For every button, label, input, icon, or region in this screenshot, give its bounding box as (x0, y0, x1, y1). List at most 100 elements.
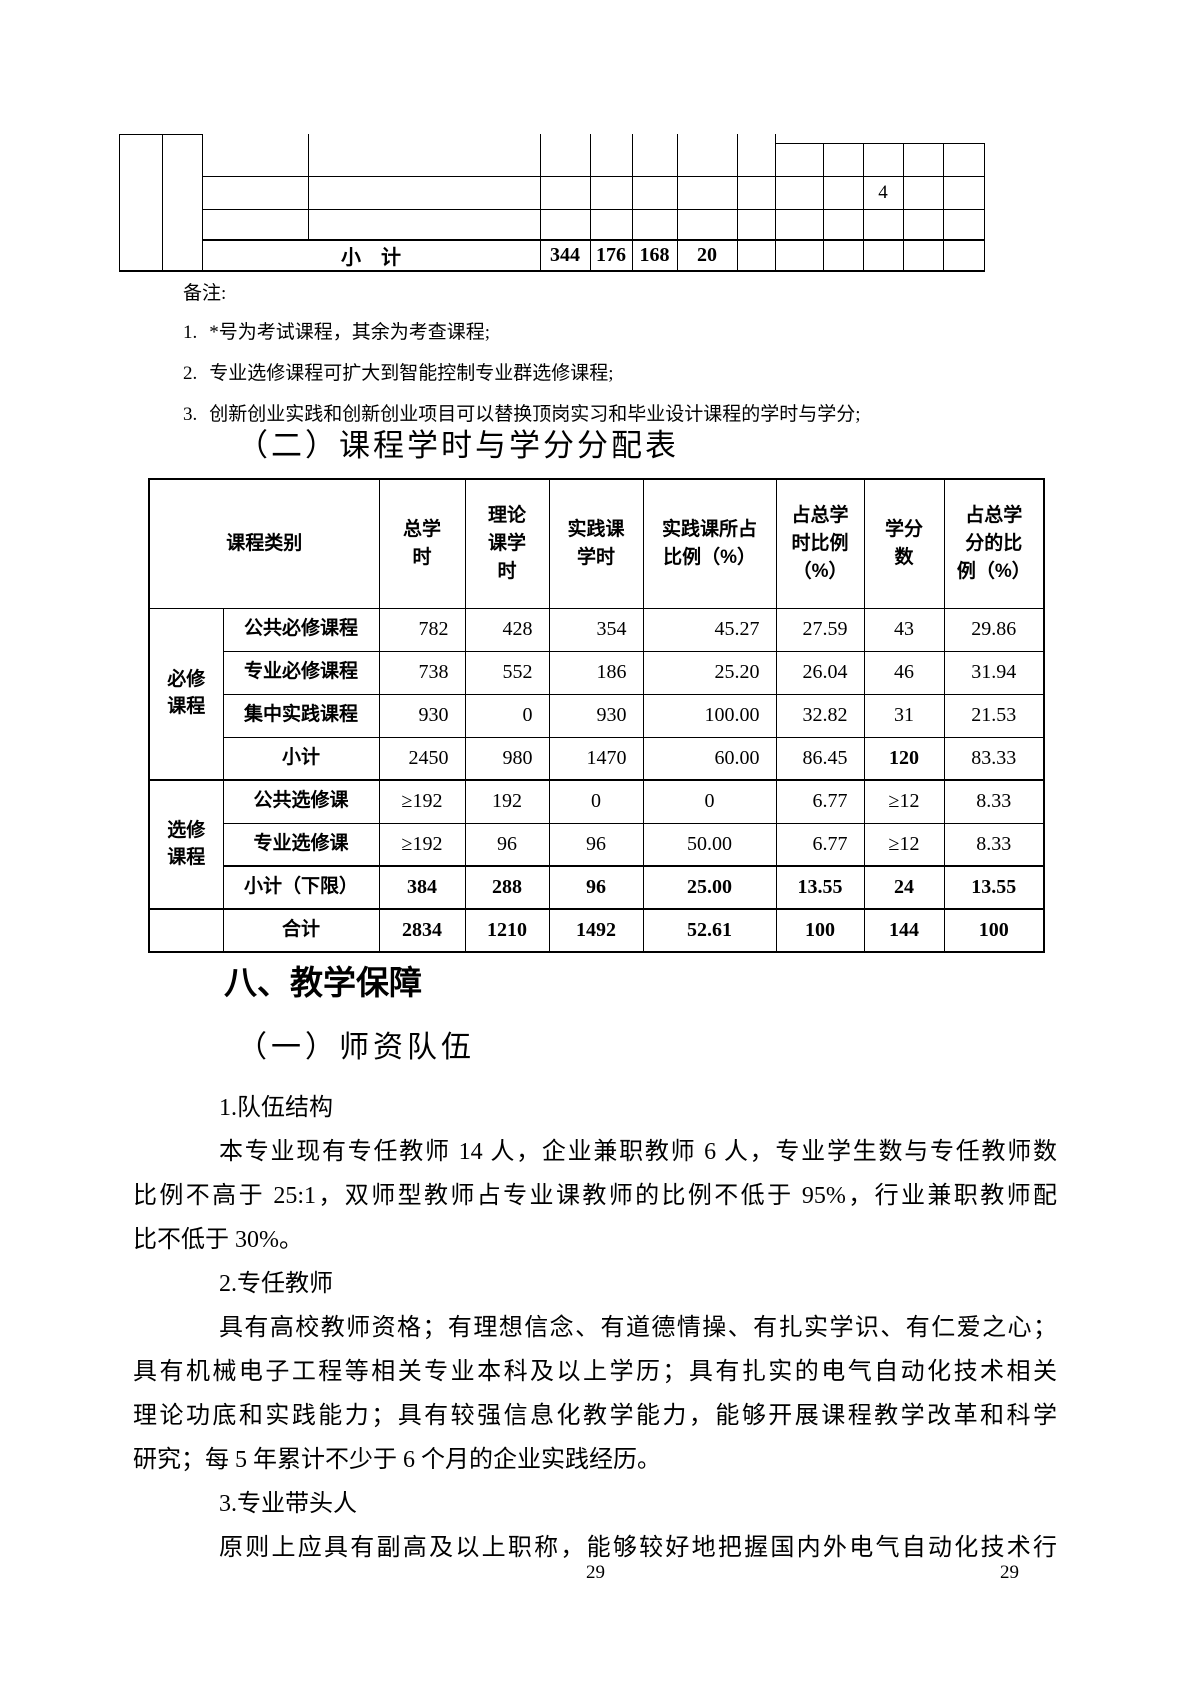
note-text: *号为考试课程，其余为考查课程; (209, 322, 491, 343)
page-number-center: 29 (586, 1562, 605, 1583)
row-name: 合计 (222, 908, 380, 953)
cell-practice-pct: 0 (642, 779, 777, 824)
cell-theory: 192 (464, 779, 550, 824)
sub-heading-leader: 3.专业带头人 (219, 1491, 357, 1517)
cell-theory: 1210 (464, 908, 550, 953)
page-number-right: 29 (1000, 1562, 1019, 1583)
cell-credits: 120 (863, 736, 945, 781)
note-item: 1. *号为考试课程，其余为考查课程; (183, 312, 1063, 353)
row-name: 公共选修课 (222, 779, 380, 824)
cell-practice: 930 (548, 693, 644, 738)
grid-line (943, 143, 944, 272)
cell-practice: 0 (548, 779, 644, 824)
allocation-table-wrapper: 课程类别 总学 时 理论 课学 时 实践课 学时 实践课所占 比例（%） 占总学… (148, 478, 1046, 953)
allocation-section-title: （二）课程学时与学分分配表 (237, 428, 679, 463)
fragment-subtotal-total-hours: 344 (550, 243, 580, 266)
cell-total: 2450 (378, 736, 466, 781)
row-name: 小计（下限） (222, 865, 380, 910)
top-table-fragment: 4 小 计 344 176 168 20 (119, 134, 985, 272)
paragraph-line: 研究；每 5 年累计不少于 6 个月的企业实践经历。 (133, 1447, 661, 1473)
cell-credits-pct: 21.53 (943, 693, 1045, 738)
fragment-subtotal-label: 小 计 (341, 246, 401, 269)
group-elective: 选修 课程 (148, 779, 224, 910)
cell-credits-pct: 8.33 (943, 822, 1045, 867)
cell-hours-pct: 27.59 (775, 607, 865, 652)
cell-credits: 144 (863, 908, 945, 953)
header-practice-hours: 实践课 学时 (548, 478, 644, 609)
cell-theory: 428 (464, 607, 550, 652)
grid-line (202, 209, 985, 210)
cell-practice-pct: 52.61 (642, 908, 777, 953)
allocation-table: 课程类别 总学 时 理论 课学 时 实践课 学时 实践课所占 比例（%） 占总学… (148, 478, 1046, 953)
cell-credits: ≥12 (863, 822, 945, 867)
fragment-subtotal-theory-hours: 176 (596, 243, 626, 266)
sub-heading-teachers: 2.专任教师 (219, 1271, 333, 1297)
group-required: 必修 课程 (148, 607, 224, 781)
grid-line (202, 176, 985, 177)
cell-credits: 24 (863, 865, 945, 910)
cell-theory: 552 (464, 650, 550, 695)
table-row-grand-total: 合计 2834 1210 1492 52.61 100 144 100 (148, 908, 1045, 953)
header-practice-pct: 实践课所占 比例（%） (642, 478, 777, 609)
cell-hours-pct: 86.45 (775, 736, 865, 781)
table-row: 专业选修课 ≥192 96 96 50.00 6.77 ≥12 8.33 (149, 822, 1045, 867)
cell-practice-pct: 60.00 (642, 736, 777, 781)
fragment-credit-value: 4 (878, 181, 888, 203)
grid-line (119, 270, 985, 272)
row-name: 专业必修课程 (222, 650, 380, 695)
header-total-hours: 总学 时 (378, 478, 466, 609)
cell-practice: 186 (548, 650, 644, 695)
cell-credits: 46 (863, 650, 945, 695)
cell-credits: 31 (863, 693, 945, 738)
cell-theory: 980 (464, 736, 550, 781)
cell-practice-pct: 100.00 (642, 693, 777, 738)
cell-hours-pct: 6.77 (775, 779, 865, 824)
table-row-subtotal-elective: 小计（下限） 384 288 96 25.00 13.55 24 13.55 (149, 865, 1045, 910)
header-hours-pct: 占总学 时比例 （%） (775, 478, 865, 609)
cell-theory: 0 (464, 693, 550, 738)
note-text: 专业选修课程可扩大到智能控制专业群选修课程; (209, 363, 614, 384)
row-name: 集中实践课程 (222, 693, 380, 738)
paragraph-line: 比不低于 30%。 (133, 1227, 303, 1253)
note-number: 1. (183, 322, 198, 343)
grid-line (162, 134, 163, 272)
faculty-body: 1.队伍结构 本专业现有专任教师 14 人，企业兼职教师 6 人，专业学生数与专… (133, 1086, 1057, 1570)
cell-credits: ≥12 (863, 779, 945, 824)
cell-hours-pct: 13.55 (775, 865, 865, 910)
paragraph-line: 比例不高于 25:1，双师型教师占专业课教师的比例不低于 95%，行业兼职教师配 (133, 1183, 1057, 1209)
cell-total: ≥192 (378, 822, 466, 867)
paragraph-line: 理论功底和实践能力；具有较强信息化教学能力，能够开展课程教学改革和科学 (133, 1403, 1057, 1429)
paragraph-line: 本专业现有专任教师 14 人，企业兼职教师 6 人，专业学生数与专任教师数 (219, 1139, 1057, 1165)
table-row: 必修 课程 公共必修课程 782 428 354 45.27 27.59 43 … (148, 607, 1045, 781)
note-number: 3. (183, 404, 198, 425)
header-category: 课程类别 (148, 478, 380, 609)
paragraph-line: 原则上应具有副高及以上职称，能够较好地把握国内外电气自动化技术行 (219, 1535, 1057, 1561)
note-item: 2. 专业选修课程可扩大到智能控制专业群选修课程; (183, 353, 1063, 394)
cell-practice: 1492 (548, 908, 644, 953)
cell-total: 738 (378, 650, 466, 695)
grid-line (863, 143, 864, 272)
grid-line (903, 143, 904, 272)
cell-credits-pct: 83.33 (943, 736, 1045, 781)
cell-total: ≥192 (378, 779, 466, 824)
note-text: 创新创业实践和创新创业项目可以替换顶岗实习和毕业设计课程的学时与学分; (209, 404, 861, 425)
sub-heading-structure: 1.队伍结构 (219, 1095, 333, 1121)
cell-credits-pct: 13.55 (943, 865, 1045, 910)
note-number: 2. (183, 363, 198, 384)
row-name: 公共必修课程 (222, 607, 380, 652)
cell-total: 930 (378, 693, 466, 738)
cell-practice-pct: 45.27 (642, 607, 777, 652)
grid-line (984, 143, 985, 272)
cell-total: 384 (378, 865, 466, 910)
grid-line (308, 134, 309, 240)
table-row: 专业必修课程 738 552 186 25.20 26.04 46 31.94 (149, 650, 1045, 695)
cell-credits-pct: 31.94 (943, 650, 1045, 695)
notes-block: 备注: 1. *号为考试课程，其余为考查课程; 2. 专业选修课程可扩大到智能控制专… (183, 276, 1063, 435)
cell-hours-pct: 100 (775, 908, 865, 953)
grid-line (775, 134, 776, 272)
grid-line (590, 134, 591, 272)
cell-total: 2834 (378, 908, 466, 953)
grid-line (677, 134, 678, 272)
cell-practice: 96 (548, 822, 644, 867)
row-name: 小计 (222, 736, 380, 781)
